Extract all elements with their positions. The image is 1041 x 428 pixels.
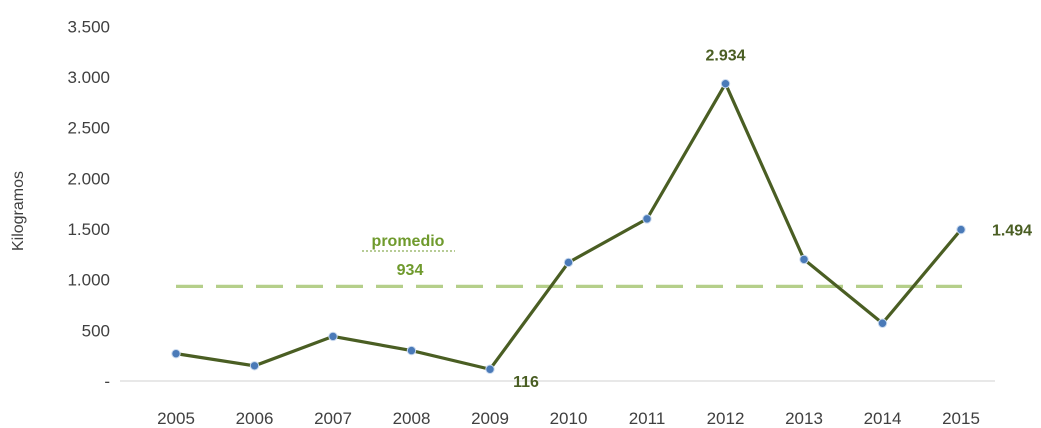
data-point: [249, 361, 260, 371]
x-tick-label: 2007: [314, 409, 352, 428]
x-tick-label: 2008: [393, 409, 431, 428]
y-tick-label: -: [104, 372, 110, 391]
data-labels: 116 2.934 1.494: [513, 48, 1032, 392]
y-tick-label: 2.500: [67, 119, 110, 138]
x-tick-label: 2014: [864, 409, 902, 428]
y-tick-label: 1.000: [67, 271, 110, 290]
x-tick-label: 2012: [707, 409, 745, 428]
data-point: [171, 348, 181, 359]
data-point: [799, 254, 809, 265]
average-label: promedio: [372, 233, 445, 250]
x-tick-label: 2015: [942, 409, 980, 428]
data-label: 1.494: [992, 223, 1032, 240]
series-line: [175, 80, 963, 372]
average-annotation: promedio 934: [176, 233, 962, 288]
x-tick-label: 2010: [550, 409, 588, 428]
y-tick-label: 1.500: [67, 220, 110, 239]
x-tick-label: 2009: [471, 409, 509, 428]
y-tick-label: 2.000: [67, 169, 110, 188]
data-point: [485, 364, 495, 374]
x-tick-labels: 2005 2006 2007 2008 2009 2010 2011 2012 2013 2014…: [157, 409, 980, 428]
data-point: [563, 257, 574, 268]
y-tick-labels: - 500 1.000 1.500 2.000 2.500 3.000 3.500: [67, 17, 110, 391]
y-axis-label: Kilogramos: [10, 171, 27, 251]
data-label: 2.934: [705, 48, 745, 65]
data-point: [406, 345, 417, 356]
data-point-markers: [171, 78, 966, 374]
x-tick-label: 2013: [785, 409, 823, 428]
average-value-label: 934: [397, 262, 424, 279]
x-tick-label: 2005: [157, 409, 195, 428]
data-point: [877, 318, 888, 328]
x-tick-label: 2011: [629, 409, 666, 428]
y-tick-label: 3.000: [67, 68, 110, 87]
data-point: [642, 214, 652, 224]
y-tick-label: 3.500: [67, 17, 110, 36]
data-point: [956, 224, 966, 235]
series-line-group: [175, 80, 963, 372]
data-label: 116: [513, 374, 539, 391]
data-point: [720, 78, 731, 89]
data-point: [328, 331, 338, 342]
y-tick-label: 500: [82, 321, 110, 340]
x-tick-label: 2006: [236, 409, 274, 428]
y-axis-title: Kilogramos: [10, 171, 27, 251]
